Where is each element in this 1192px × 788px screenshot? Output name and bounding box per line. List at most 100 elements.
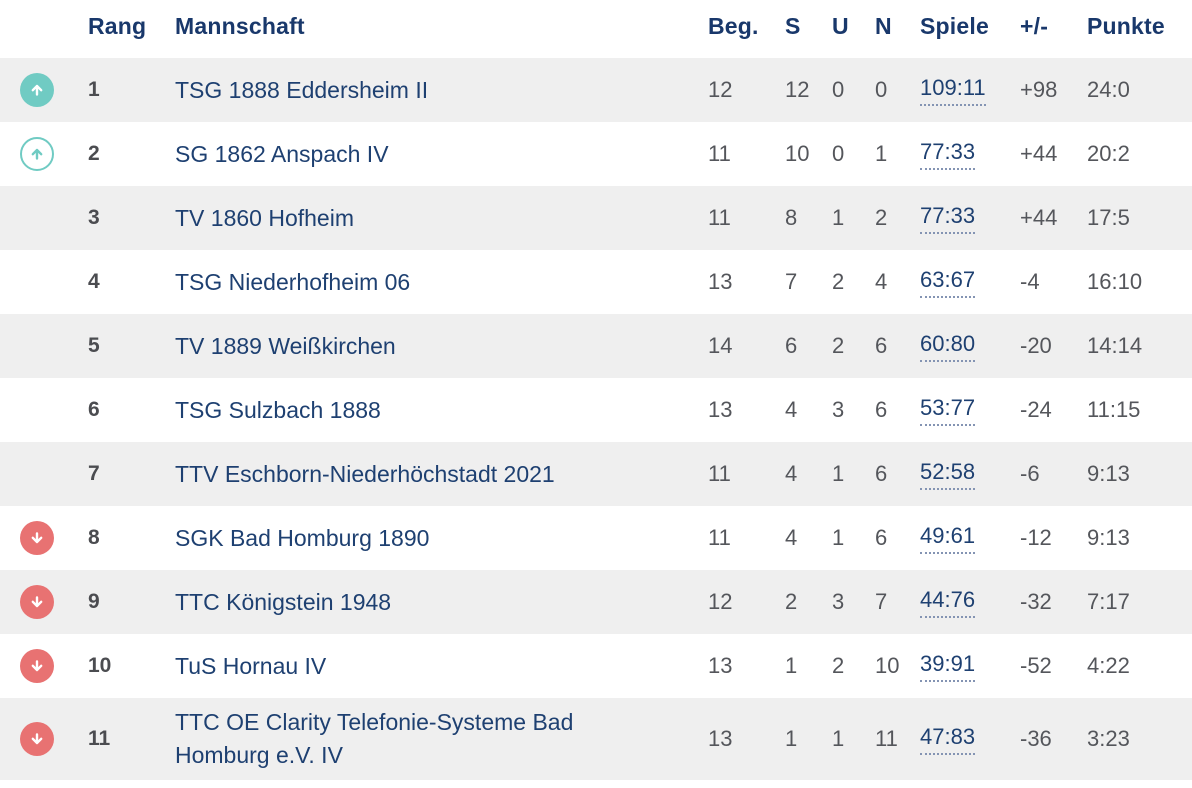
wins-value: 4	[785, 397, 798, 422]
beg-value: 11	[708, 141, 731, 166]
punkte-value: 9:13	[1087, 461, 1130, 486]
team-name: TV 1889 Weißkirchen	[175, 332, 396, 359]
spiele-cell: 60:80	[920, 331, 1020, 362]
col-header-beg: Beg.	[708, 12, 759, 39]
plusminus-value: -32	[1020, 589, 1052, 614]
losses-value: 6	[875, 397, 888, 422]
wins-value: 1	[785, 653, 798, 678]
wins-value: 8	[785, 205, 798, 230]
movement-cell	[0, 585, 88, 619]
spiele-cell: 63:67	[920, 267, 1020, 298]
relegation-down-icon	[20, 722, 54, 756]
spiele-cell: 44:76	[920, 587, 1020, 618]
spiele-link[interactable]: 77:33	[920, 139, 976, 170]
beg-value: 14	[708, 333, 733, 358]
relegation-down-icon	[20, 521, 54, 555]
beg-value: 13	[708, 269, 733, 294]
draws-value: 0	[832, 77, 845, 102]
spiele-link[interactable]: 109:11	[920, 75, 986, 106]
team-name: TSG Sulzbach 1888	[175, 396, 381, 423]
beg-value: 12	[708, 589, 733, 614]
movement-cell	[0, 329, 88, 363]
team-name: SG 1862 Anspach IV	[175, 140, 389, 167]
losses-value: 4	[875, 269, 888, 294]
spiele-link[interactable]: 52:58	[920, 459, 976, 490]
beg-value: 11	[708, 461, 731, 486]
draws-value: 0	[832, 141, 845, 166]
team-name: TTC OE Clarity Telefonie-Systeme Bad Hom…	[175, 709, 574, 768]
punkte-value: 17:5	[1087, 205, 1130, 230]
team-name: TV 1860 Hofheim	[175, 204, 354, 231]
col-header-n: N	[875, 12, 892, 39]
table-row: 2 SG 1862 Anspach IV 11 10 0 1 77:33 +44…	[0, 122, 1192, 186]
table-row: 11 TTC OE Clarity Telefonie-Systeme Bad …	[0, 698, 1192, 780]
beg-value: 12	[708, 77, 733, 102]
losses-value: 6	[875, 525, 888, 550]
plusminus-value: -20	[1020, 333, 1052, 358]
draws-value: 1	[832, 461, 845, 486]
losses-value: 11	[875, 726, 898, 751]
rank-value: 7	[88, 462, 100, 485]
col-header-plusminus: +/-	[1020, 12, 1049, 39]
losses-value: 6	[875, 461, 888, 486]
losses-value: 10	[875, 653, 900, 678]
plusminus-value: -12	[1020, 525, 1052, 550]
plusminus-value: +44	[1020, 141, 1058, 166]
movement-cell	[0, 201, 88, 235]
movement-cell	[0, 393, 88, 427]
draws-value: 1	[832, 525, 845, 550]
movement-cell	[0, 649, 88, 683]
team-name: TTC Königstein 1948	[175, 588, 392, 615]
draws-value: 1	[832, 205, 845, 230]
beg-value: 11	[708, 205, 731, 230]
spiele-cell: 47:83	[920, 724, 1020, 755]
wins-value: 4	[785, 461, 798, 486]
col-header-spiele: Spiele	[920, 12, 989, 39]
losses-value: 1	[875, 141, 888, 166]
draws-value: 2	[832, 333, 845, 358]
wins-value: 10	[785, 141, 810, 166]
spiele-link[interactable]: 47:83	[920, 724, 976, 755]
rank-value: 5	[88, 334, 100, 357]
rank-value: 9	[88, 590, 100, 613]
spiele-cell: 53:77	[920, 395, 1020, 426]
table-body: 1 TSG 1888 Eddersheim II 12 12 0 0 109:1…	[0, 58, 1192, 780]
col-header-rang: Rang	[88, 12, 147, 39]
spiele-cell: 77:33	[920, 203, 1020, 234]
wins-value: 4	[785, 525, 798, 550]
relegation-down-icon	[20, 585, 54, 619]
spiele-link[interactable]: 60:80	[920, 331, 976, 362]
wins-value: 7	[785, 269, 798, 294]
plusminus-value: +98	[1020, 77, 1058, 102]
table-row: 9 TTC Königstein 1948 12 2 3 7 44:76 -32…	[0, 570, 1192, 634]
rank-value: 11	[88, 727, 111, 750]
table-row: 1 TSG 1888 Eddersheim II 12 12 0 0 109:1…	[0, 58, 1192, 122]
plusminus-value: -4	[1020, 269, 1040, 294]
beg-value: 13	[708, 726, 733, 751]
col-header-u: U	[832, 12, 849, 39]
spiele-link[interactable]: 77:33	[920, 203, 976, 234]
draws-value: 3	[832, 589, 845, 614]
plusminus-value: -52	[1020, 653, 1052, 678]
spiele-link[interactable]: 63:67	[920, 267, 976, 298]
punkte-value: 24:0	[1087, 77, 1130, 102]
rank-value: 4	[88, 270, 100, 293]
spiele-link[interactable]: 49:61	[920, 523, 976, 554]
team-name: TuS Hornau IV	[175, 652, 327, 679]
spiele-link[interactable]: 39:91	[920, 651, 976, 682]
spiele-cell: 109:11	[920, 75, 1020, 106]
spiele-link[interactable]: 53:77	[920, 395, 976, 426]
losses-value: 0	[875, 77, 888, 102]
wins-value: 1	[785, 726, 798, 751]
plusminus-value: -36	[1020, 726, 1052, 751]
table-row: 8 SGK Bad Homburg 1890 11 4 1 6 49:61 -1…	[0, 506, 1192, 570]
rank-value: 10	[88, 654, 112, 677]
wins-value: 2	[785, 589, 798, 614]
punkte-value: 16:10	[1087, 269, 1143, 294]
rank-value: 2	[88, 142, 100, 165]
draws-value: 2	[832, 269, 845, 294]
team-name: TSG Niederhofheim 06	[175, 268, 411, 295]
spiele-link[interactable]: 44:76	[920, 587, 976, 618]
table-row: 4 TSG Niederhofheim 06 13 7 2 4 63:67 -4…	[0, 250, 1192, 314]
